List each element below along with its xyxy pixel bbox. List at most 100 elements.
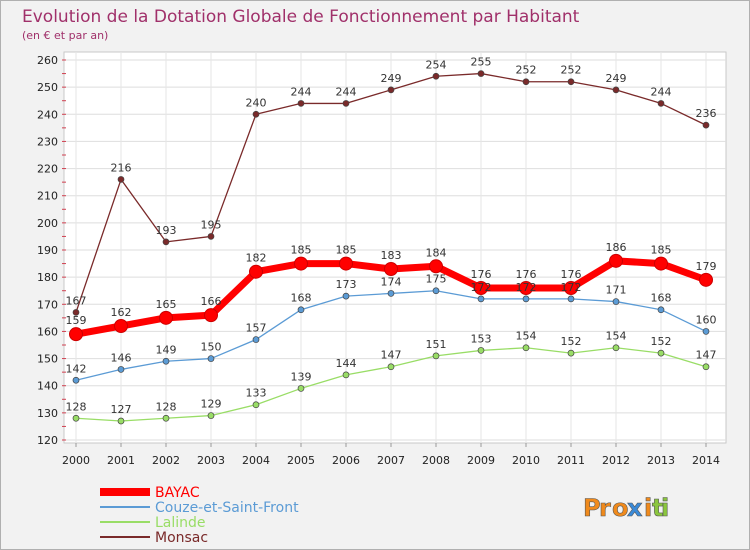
x-tick-label: 2010 <box>512 454 540 467</box>
data-point-lalinde <box>252 401 260 409</box>
data-point-lalinde <box>387 363 395 371</box>
logo-glyph: i <box>661 494 669 522</box>
logo-glyph: t <box>652 494 663 522</box>
data-label-monsac: 244 <box>291 85 312 98</box>
data-point-monsac <box>342 100 350 107</box>
data-label-bayac: 185 <box>336 244 357 257</box>
data-label-monsac: 244 <box>336 85 357 98</box>
data-point-couze-et-saint-front <box>432 287 440 295</box>
y-tick-label: 240 <box>37 108 58 121</box>
data-point-lalinde <box>477 347 485 354</box>
x-tick-label: 2011 <box>557 454 585 467</box>
data-label-monsac: 195 <box>201 218 222 231</box>
data-label-couze-et-saint-front: 174 <box>381 275 402 288</box>
data-label-couze-et-saint-front: 173 <box>336 278 357 291</box>
data-point-couze-et-saint-front <box>522 295 530 303</box>
data-point-couze-et-saint-front <box>162 357 170 365</box>
data-point-couze-et-saint-front <box>477 295 485 303</box>
x-tick-label: 2005 <box>287 454 315 467</box>
data-point-monsac <box>522 78 530 86</box>
data-point-bayac <box>429 259 443 274</box>
y-tick-label: 220 <box>37 163 58 176</box>
data-point-couze-et-saint-front <box>702 328 710 335</box>
plot-area <box>63 51 727 444</box>
data-point-lalinde <box>117 417 125 425</box>
data-point-bayac <box>339 256 353 271</box>
data-point-bayac <box>519 281 533 295</box>
chart-subtitle: (en € et par an) <box>22 29 108 42</box>
data-point-monsac <box>117 176 125 183</box>
x-tick-label: 2001 <box>107 454 135 467</box>
data-label-monsac: 249 <box>381 72 402 85</box>
data-point-lalinde <box>342 371 350 379</box>
data-label-couze-et-saint-front: 172 <box>561 281 582 294</box>
data-label-couze-et-saint-front: 146 <box>111 351 132 364</box>
data-point-monsac <box>297 100 305 107</box>
legend-label-lalinde: Lalinde <box>155 515 206 531</box>
data-label-bayac: 182 <box>246 252 267 265</box>
data-point-monsac <box>702 121 710 129</box>
data-point-lalinde <box>612 344 620 352</box>
data-label-lalinde: 147 <box>381 349 402 362</box>
y-tick-label: 230 <box>37 135 58 148</box>
data-point-monsac <box>432 72 440 80</box>
data-label-lalinde: 152 <box>561 335 582 348</box>
data-label-lalinde: 128 <box>66 400 87 413</box>
data-label-couze-et-saint-front: 160 <box>696 313 717 326</box>
data-point-bayac <box>564 281 578 295</box>
data-point-bayac <box>204 308 218 323</box>
data-point-bayac <box>69 327 83 342</box>
data-label-lalinde: 139 <box>291 370 312 383</box>
data-label-bayac: 185 <box>651 244 672 257</box>
data-point-bayac <box>654 256 668 271</box>
data-point-couze-et-saint-front <box>117 366 125 373</box>
y-tick-label: 130 <box>37 407 58 420</box>
data-label-bayac: 159 <box>66 314 87 327</box>
logo-glyph: i <box>644 494 652 522</box>
data-point-lalinde <box>72 414 80 422</box>
data-point-bayac <box>159 310 173 325</box>
data-point-couze-et-saint-front <box>252 336 260 343</box>
data-point-monsac <box>477 70 485 77</box>
data-point-monsac <box>252 110 260 118</box>
data-label-monsac: 252 <box>516 64 537 77</box>
data-point-bayac <box>114 319 128 333</box>
y-tick-label: 160 <box>37 325 58 338</box>
data-label-monsac: 167 <box>66 294 87 307</box>
y-tick-label: 150 <box>37 353 58 366</box>
y-tick-label: 180 <box>37 271 58 284</box>
data-point-monsac <box>657 100 665 107</box>
x-tick-label: 2012 <box>602 454 630 467</box>
data-label-lalinde: 133 <box>246 387 267 400</box>
data-point-bayac <box>474 281 488 295</box>
data-label-monsac: 249 <box>606 72 627 85</box>
data-label-couze-et-saint-front: 149 <box>156 343 177 356</box>
proxiti-logo: Pr ox i ti <box>583 494 670 523</box>
x-tick-label: 2006 <box>332 454 360 467</box>
data-label-lalinde: 153 <box>471 332 492 345</box>
data-label-lalinde: 144 <box>336 357 357 370</box>
data-point-bayac <box>699 272 713 287</box>
x-tick-label: 2007 <box>377 454 405 467</box>
data-point-couze-et-saint-front <box>657 306 665 314</box>
logo-glyph: P <box>583 494 601 522</box>
data-point-bayac <box>384 262 398 276</box>
data-label-couze-et-saint-front: 175 <box>426 273 447 286</box>
data-point-lalinde <box>207 412 215 419</box>
data-point-monsac <box>387 86 395 94</box>
legend-label-couze-et-saint-front: Couze-et-Saint-Front <box>155 500 299 516</box>
series-layer <box>69 70 713 425</box>
data-label-monsac: 240 <box>246 96 267 109</box>
data-label-couze-et-saint-front: 168 <box>651 292 672 305</box>
data-point-lalinde <box>567 349 575 357</box>
data-label-lalinde: 152 <box>651 335 672 348</box>
data-label-monsac: 244 <box>651 85 672 98</box>
data-point-monsac <box>567 78 575 86</box>
data-label-bayac: 162 <box>111 306 132 319</box>
data-point-bayac <box>249 264 263 279</box>
data-label-couze-et-saint-front: 168 <box>291 292 312 305</box>
legend-label-monsac: Monsac <box>155 530 208 546</box>
x-tick-label: 2002 <box>152 454 180 467</box>
